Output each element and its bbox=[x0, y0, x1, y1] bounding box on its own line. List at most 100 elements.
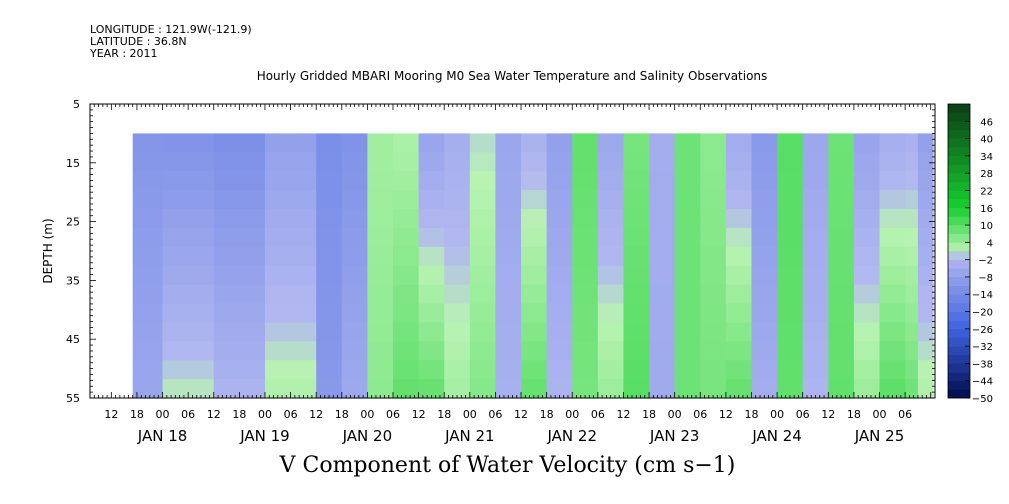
heatmap-cell bbox=[649, 190, 676, 210]
x-day-label: JAN 21 bbox=[444, 427, 495, 445]
heatmap-cell bbox=[674, 322, 701, 342]
x-day-label: JAN 20 bbox=[342, 427, 393, 445]
heatmap-cell bbox=[418, 133, 445, 153]
heatmap-cell bbox=[546, 227, 573, 248]
heatmap-cell bbox=[597, 152, 625, 172]
heatmap-cell bbox=[316, 209, 343, 229]
colorbar-label: −8 bbox=[978, 273, 993, 284]
heatmap-cell bbox=[828, 227, 855, 248]
heatmap-cell bbox=[700, 190, 727, 210]
heatmap-cell bbox=[674, 171, 701, 191]
heatmap-cell bbox=[546, 341, 573, 361]
x-hour-tick-label: 18 bbox=[642, 408, 656, 421]
heatmap-cell bbox=[828, 133, 855, 153]
heatmap-cell bbox=[879, 379, 906, 399]
x-hour-tick-label: 00 bbox=[565, 408, 579, 421]
x-axis-title: V Component of Water Velocity (cm s−1) bbox=[279, 453, 736, 478]
colorbar-swatch bbox=[948, 328, 970, 338]
x-hour-tick-label: 06 bbox=[181, 408, 195, 421]
heatmap-cell bbox=[162, 265, 215, 286]
heatmap-cell bbox=[802, 284, 829, 305]
heatmap-cell bbox=[700, 303, 727, 323]
heatmap-cell bbox=[649, 360, 676, 380]
heatmap-cell bbox=[546, 209, 573, 229]
heatmap-cell bbox=[418, 322, 445, 342]
heatmap-cell bbox=[341, 171, 368, 191]
heatmap-cell bbox=[802, 152, 829, 172]
heatmap-cell bbox=[623, 284, 650, 305]
heatmap-cell bbox=[316, 152, 343, 172]
x-hour-tick-label: 12 bbox=[309, 408, 323, 421]
heatmap-cell bbox=[777, 152, 804, 172]
heatmap-cell bbox=[879, 171, 906, 191]
x-hour-tick-label: 00 bbox=[873, 408, 887, 421]
heatmap-cell bbox=[495, 246, 522, 267]
heatmap-cell bbox=[546, 284, 573, 305]
heatmap-cell bbox=[905, 152, 919, 172]
heatmap-cell bbox=[393, 341, 420, 361]
heatmap-cell bbox=[828, 171, 855, 191]
heatmap-cell bbox=[674, 303, 701, 323]
heatmap-cell bbox=[264, 379, 317, 399]
heatmap-cell bbox=[264, 360, 317, 380]
heatmap-cell bbox=[879, 133, 906, 153]
heatmap-cell bbox=[469, 322, 497, 342]
heatmap-cell bbox=[341, 360, 368, 380]
heatmap-cell bbox=[341, 190, 368, 210]
heatmap-cell bbox=[777, 265, 804, 286]
x-hour-tick-label: 18 bbox=[437, 408, 451, 421]
heatmap-cell bbox=[393, 133, 420, 153]
heatmap-cell bbox=[725, 227, 753, 248]
heatmap-cell bbox=[469, 209, 497, 229]
heatmap-cell bbox=[725, 265, 753, 286]
heatmap-cell bbox=[213, 379, 266, 399]
heatmap-cell bbox=[905, 190, 919, 210]
heatmap-cell bbox=[367, 360, 394, 380]
heatmap-cell bbox=[802, 171, 829, 191]
x-axis: 12 18 00 06 12 18 00 06 12 18 00 06 12 18 00 06 12 18 00 06… bbox=[89, 104, 936, 445]
x-hour-tick-label: 06 bbox=[284, 408, 298, 421]
x-hour-tick-label: 18 bbox=[130, 408, 144, 421]
heatmap-cell bbox=[162, 209, 215, 229]
chart-title: Hourly Gridded MBARI Mooring M0 Sea Wate… bbox=[256, 69, 768, 83]
heatmap-cell bbox=[393, 171, 420, 191]
heatmap-cell bbox=[649, 379, 676, 399]
heatmap-cell bbox=[469, 190, 497, 210]
heatmap-cell bbox=[623, 133, 650, 153]
heatmap-cell bbox=[341, 152, 368, 172]
x-hour-tick-label: 12 bbox=[412, 408, 426, 421]
year-label: YEAR : 2011 bbox=[90, 47, 158, 60]
heatmap-cell bbox=[597, 360, 625, 380]
heatmap-cell bbox=[597, 265, 625, 286]
heatmap-cell bbox=[623, 379, 650, 399]
heatmap-cell bbox=[469, 133, 497, 153]
heatmap-cell bbox=[367, 265, 394, 286]
heatmap-cell bbox=[623, 171, 650, 191]
heatmap-cell bbox=[777, 322, 804, 342]
x-day-label: JAN 18 bbox=[137, 427, 188, 445]
heatmap-cell bbox=[469, 379, 497, 399]
heatmap-cell bbox=[341, 227, 368, 248]
heatmap-cell bbox=[700, 341, 727, 361]
heatmap-cell bbox=[444, 379, 471, 399]
heatmap-cell bbox=[418, 360, 445, 380]
heatmap-cell bbox=[469, 152, 497, 172]
heatmap-cell bbox=[623, 190, 650, 210]
heatmap-cell bbox=[700, 284, 727, 305]
heatmap-cell bbox=[264, 133, 317, 153]
colorbar-swatch bbox=[948, 337, 970, 347]
y-axis: 5 15 25 35 45 55 bbox=[66, 98, 935, 405]
heatmap-cell bbox=[879, 284, 906, 305]
heatmap-cell bbox=[649, 303, 676, 323]
heatmap-cell bbox=[853, 284, 881, 305]
heatmap-cell bbox=[853, 360, 881, 380]
heatmap-cell bbox=[521, 171, 548, 191]
heatmap-cell bbox=[853, 341, 881, 361]
colorbar: 46 40 34 28 22 16 10 4 −2 −8 −14 −20 −26 −32 −38 −44 −50 bbox=[947, 103, 993, 405]
heatmap-cell bbox=[802, 265, 829, 286]
heatmap-cell bbox=[777, 190, 804, 210]
heatmap-cell bbox=[777, 379, 804, 399]
heatmap-cell bbox=[725, 360, 753, 380]
heatmap-cell bbox=[162, 246, 215, 267]
heatmap-cell bbox=[623, 209, 650, 229]
